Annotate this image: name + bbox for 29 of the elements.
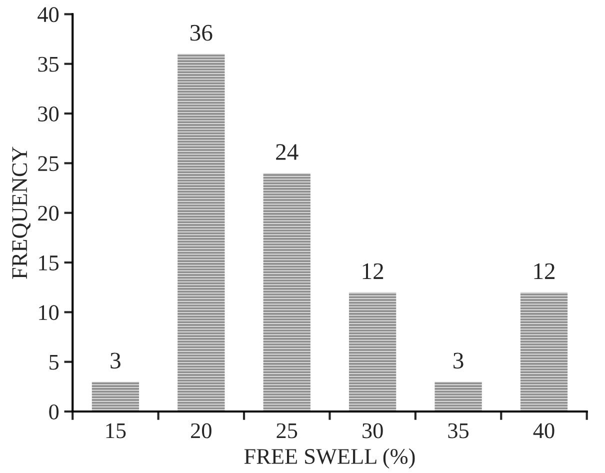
x-tick-label: 15 — [106, 423, 126, 438]
x-axis-title: FREE SWELL (%) — [244, 448, 415, 468]
data-label: 12 — [534, 263, 554, 279]
y-tick-label: 40 — [38, 7, 59, 22]
y-tick-label: 5 — [50, 355, 59, 370]
y-tick-label: 20 — [38, 206, 59, 221]
bar — [178, 54, 225, 412]
x-tick-label: 25 — [276, 423, 298, 438]
y-tick-label: 30 — [38, 106, 59, 122]
bar — [520, 292, 568, 412]
data-label: 3 — [110, 352, 120, 369]
y-tick-label: 15 — [39, 256, 59, 270]
y-axis-title: FREQUENCY — [12, 146, 30, 279]
y-tick-label: 0 — [49, 404, 59, 420]
y-tick-label: 25 — [38, 156, 59, 172]
x-tick-label: 40 — [533, 423, 554, 438]
y-tick-label: 10 — [39, 305, 59, 320]
x-tick-label: 20 — [191, 423, 212, 438]
bar — [263, 173, 310, 412]
data-label: 3 — [454, 352, 464, 369]
bar — [349, 292, 396, 412]
y-tick-label: 35 — [38, 56, 59, 72]
data-label: 12 — [362, 263, 384, 279]
data-label: 24 — [276, 144, 298, 160]
bar — [434, 382, 482, 412]
x-tick-label: 35 — [448, 423, 469, 438]
bar — [92, 382, 140, 412]
x-tick-label: 30 — [362, 423, 383, 438]
data-label: 36 — [190, 24, 212, 41]
